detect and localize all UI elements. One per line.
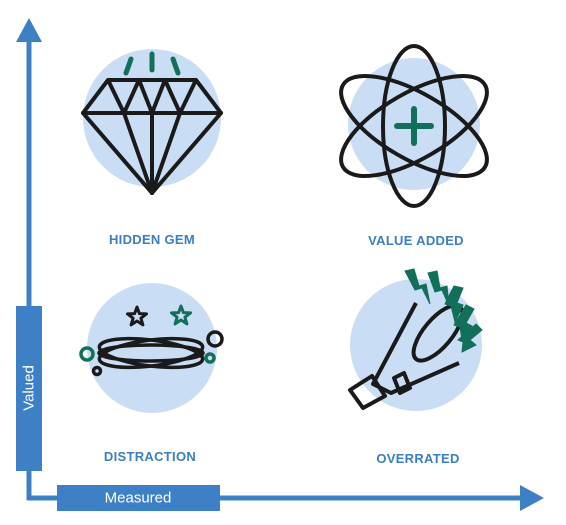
x-axis-arrow xyxy=(520,485,544,511)
quadrant-label-value-added: VALUE ADDED xyxy=(368,233,464,248)
diamond-icon xyxy=(81,49,223,195)
y-axis-label: Valued xyxy=(20,365,38,411)
quadrant-label-hidden-gem: HIDDEN GEM xyxy=(108,232,196,247)
quadrant-label-distraction: DISTRACTION xyxy=(103,449,197,464)
dizzy-orbit-icon xyxy=(79,283,224,413)
megaphone-icon xyxy=(348,268,483,411)
x-axis-label-box xyxy=(57,485,220,511)
y-axis-label-box xyxy=(16,306,42,471)
x-axis-label: Measured xyxy=(104,489,172,507)
quadrant-label-overrated: OVERRATED xyxy=(376,451,460,466)
y-axis-arrow xyxy=(16,18,42,42)
atom-plus-icon xyxy=(339,44,489,208)
